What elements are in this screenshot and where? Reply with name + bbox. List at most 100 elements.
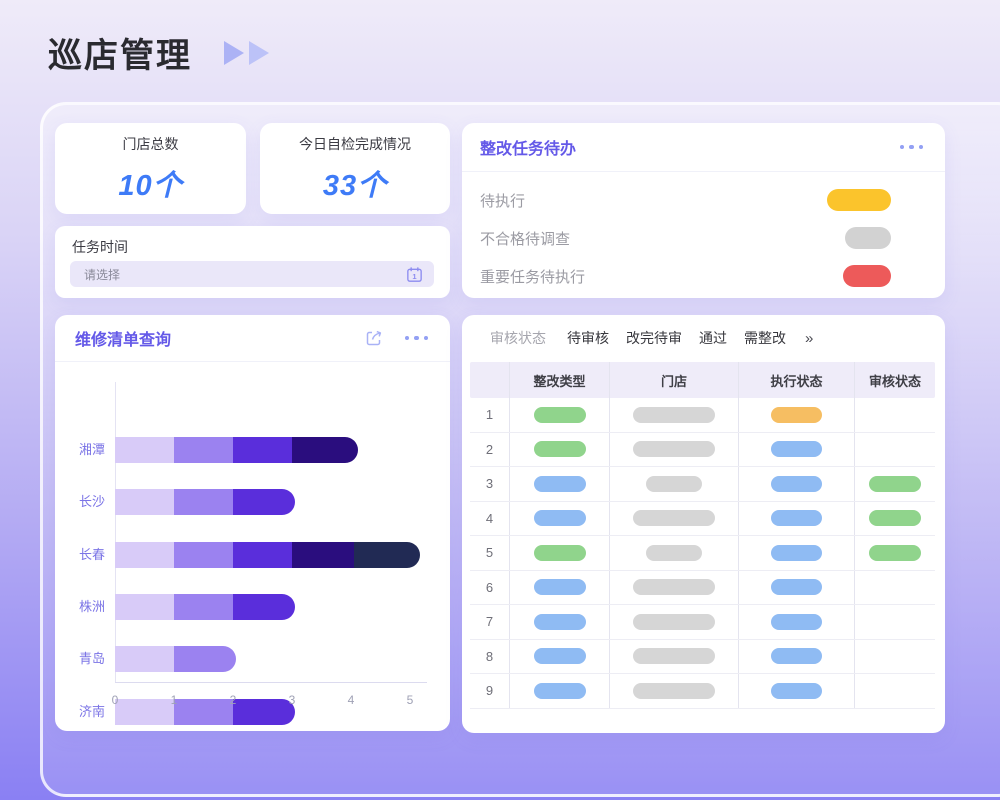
bar-segment xyxy=(115,646,174,673)
todo-item[interactable]: 重要任务待执行 xyxy=(480,257,891,295)
bar-segment xyxy=(233,698,295,725)
audit-status-cell xyxy=(854,398,935,432)
table-row[interactable]: 8 xyxy=(470,639,935,674)
bar-category-label: 青岛 xyxy=(78,651,105,667)
audit-status-cell xyxy=(854,570,935,604)
stat-value: 10个 xyxy=(118,169,183,202)
row-number: 2 xyxy=(485,441,494,457)
exec-status-cell xyxy=(738,432,854,466)
row-index-cell: 6 xyxy=(470,571,509,605)
todo-item[interactable]: 待执行 xyxy=(480,181,891,219)
redacted-value-pill xyxy=(633,682,715,699)
audit-status-cell xyxy=(854,639,935,673)
redacted-value-pill xyxy=(771,475,822,492)
bar-segment xyxy=(174,541,233,568)
redacted-value-pill xyxy=(869,510,921,527)
x-tick-label: 5 xyxy=(406,693,414,707)
share-icon[interactable] xyxy=(363,327,385,349)
redacted-value-pill xyxy=(633,579,715,596)
bar-category-label: 湘潭 xyxy=(78,442,105,457)
bar xyxy=(115,437,358,463)
tab-pending-review[interactable]: 待审核 xyxy=(567,330,609,346)
table-row[interactable]: 7 xyxy=(470,605,935,640)
table-row[interactable]: 9 xyxy=(470,674,935,709)
type-cell xyxy=(509,432,609,466)
exec-status-cell xyxy=(738,398,854,432)
bar-segment xyxy=(115,698,174,725)
redacted-value-pill xyxy=(533,613,586,630)
calendar-icon[interactable]: 1 xyxy=(405,265,424,284)
table-row[interactable]: 4 xyxy=(470,501,935,536)
table-row[interactable]: 2 xyxy=(470,432,935,467)
exec-status-cell xyxy=(738,639,854,673)
row-number: 7 xyxy=(485,614,494,630)
table-row[interactable]: 5 xyxy=(470,536,935,571)
bar-segment xyxy=(233,593,295,620)
store-cell xyxy=(609,501,738,535)
bar-segment xyxy=(233,489,295,516)
tabs-more-icon[interactable]: » xyxy=(805,329,814,347)
bar-segment xyxy=(115,593,174,620)
tab-needs-rectification[interactable]: 需整改 xyxy=(744,330,786,346)
audit-status-cell xyxy=(854,536,935,570)
redacted-value-pill xyxy=(533,406,586,423)
bar-segment xyxy=(115,489,174,516)
row-number: 6 xyxy=(485,579,494,595)
todo-card-title: 整改任务待办 xyxy=(480,141,577,158)
repair-card-title: 维修清单查询 xyxy=(75,332,172,349)
bar-segment xyxy=(174,646,236,673)
todo-item[interactable]: 不合格待调查 xyxy=(480,219,891,257)
stat-card-store-total: 门店总数 10个 xyxy=(55,123,246,214)
table-row[interactable]: 1 xyxy=(470,398,935,433)
redacted-value-pill xyxy=(646,544,702,561)
table-row[interactable]: 3 xyxy=(470,467,935,502)
stat-card-self-check: 今日自检完成情况 33个 xyxy=(260,123,450,214)
tab-passed[interactable]: 通过 xyxy=(699,330,727,346)
exec-status-cell xyxy=(738,536,854,570)
task-time-card: 任务时间 请选择 1 xyxy=(55,226,450,298)
tab-fixed-awaiting-review[interactable]: 改完待审 xyxy=(626,330,682,346)
todo-item-label: 待执行 xyxy=(480,192,526,210)
redacted-value-pill xyxy=(533,648,586,665)
row-number: 1 xyxy=(485,407,494,423)
redacted-value-pill xyxy=(771,441,822,458)
exec-status-cell xyxy=(738,674,854,708)
col-header-audit-status: 审核状态 xyxy=(854,362,935,398)
store-cell xyxy=(609,639,738,673)
type-cell xyxy=(509,674,609,708)
bar-category-label: 长沙 xyxy=(78,494,105,510)
date-placeholder: 请选择 xyxy=(84,267,121,282)
bar-category-label: 株洲 xyxy=(78,598,105,614)
bar xyxy=(115,541,420,568)
x-tick-label: 0 xyxy=(111,693,119,707)
redacted-value-pill xyxy=(771,648,822,665)
store-cell xyxy=(609,398,738,432)
store-cell xyxy=(609,570,738,604)
status-pill xyxy=(827,189,891,211)
bar-segment xyxy=(174,593,233,620)
double-play-icon xyxy=(224,41,269,65)
store-cell xyxy=(609,432,738,466)
type-cell xyxy=(509,536,609,570)
x-tick-label: 1 xyxy=(170,693,178,707)
redacted-value-pill xyxy=(771,406,822,423)
row-number: 8 xyxy=(485,648,494,664)
redacted-value-pill xyxy=(646,475,702,492)
exec-status-cell xyxy=(738,570,854,604)
bar xyxy=(115,646,236,673)
type-cell xyxy=(509,605,609,639)
bar-segment xyxy=(115,541,174,568)
status-pill xyxy=(843,265,891,287)
row-number: 4 xyxy=(485,510,494,526)
date-picker-input[interactable]: 请选择 1 xyxy=(70,261,434,287)
x-tick-label: 3 xyxy=(288,693,296,707)
bar xyxy=(115,489,295,516)
ellipsis-icon[interactable] xyxy=(899,144,923,150)
bar-segment xyxy=(174,437,233,463)
table-row[interactable]: 6 xyxy=(470,570,935,605)
bar-segment xyxy=(292,437,358,463)
redacted-value-pill xyxy=(869,475,921,492)
svg-text:1: 1 xyxy=(412,271,417,280)
ellipsis-icon[interactable] xyxy=(404,335,428,341)
redacted-value-pill xyxy=(533,544,586,561)
